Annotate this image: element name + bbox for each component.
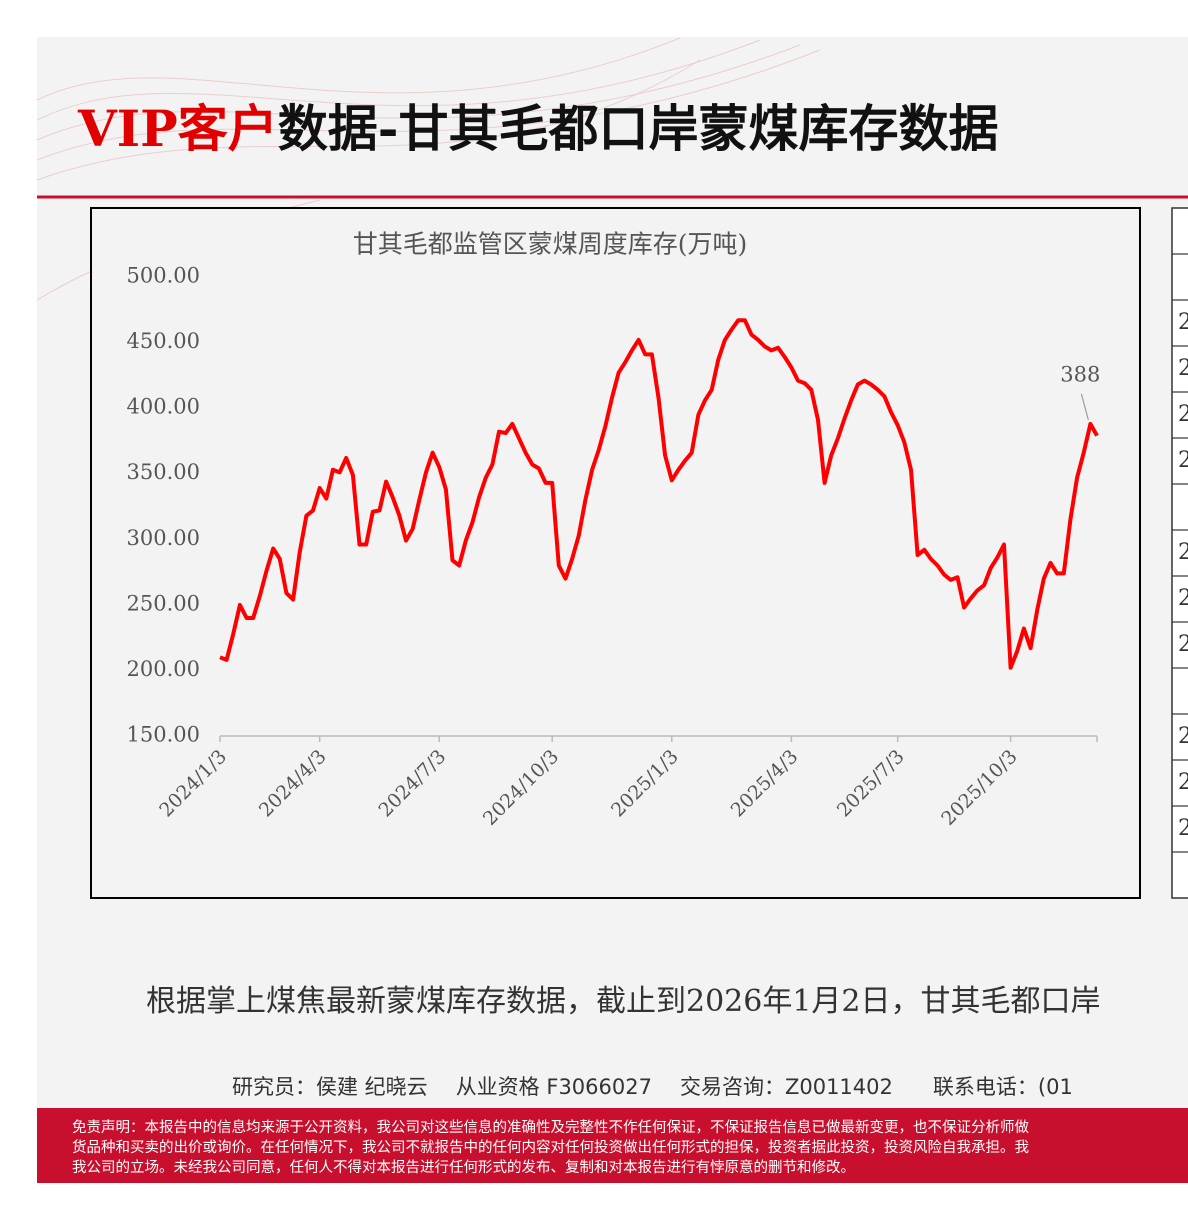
disclaimer-line: 免责声明：本报告中的信息均来源于公开资料，我公司对这些信息的准确性及完整性不作任… [72,1118,1029,1136]
side-table: 2 2 2 2 2 2 2 2 2 2 [1171,207,1188,899]
researcher: 研究员：侯建 纪晓云 [232,1075,428,1099]
table-cell: 2 [1178,770,1188,795]
y-tick-label: 150.00 [127,723,200,747]
table-cell: 2 [1178,816,1188,841]
data-label: 388 [1060,362,1100,386]
table-cell: 2 [1178,540,1188,565]
y-tick-label: 250.00 [127,591,200,615]
disclaimer-line: 我公司的立场。未经我公司同意，任何人不得对本报告进行任何形式的发布、复制和对本报… [72,1158,855,1176]
y-tick-label: 200.00 [127,657,200,681]
y-tick-label: 400.00 [127,395,200,419]
table-cell: 2 [1178,402,1188,427]
page-title: VIP客户数据-甘其毛都口岸蒙煤库存数据 [77,99,999,158]
chart-title: 甘其毛都监管区蒙煤周度库存(万吨) [353,230,748,259]
consult: 交易咨询：Z0011402 [680,1075,893,1099]
summary: 根据掌上煤焦最新蒙煤库存数据，截止到2026年1月2日，甘其毛都口岸 [146,984,1101,1019]
annotation-leader [1080,393,1089,421]
disclaimer-line: 货品种和买卖的出价或询价。在任何情况下，我公司不就报告中的任何内容对任何投资做出… [72,1139,1029,1156]
table-cell: 2 [1178,310,1188,335]
table-cell: 2 [1178,724,1188,749]
table-cell: 2 [1178,448,1188,473]
y-tick-label: 450.00 [127,329,200,353]
title-main: 数据-甘其毛都口岸蒙煤库存数据 [278,99,999,158]
line-series [219,318,1099,670]
chart-frame [90,207,1141,899]
y-tick-label: 300.00 [127,526,200,550]
footer: 研究员：侯建 纪晓云 从业资格 F3066027 交易咨询：Z0011402 联系电话… [232,1075,1073,1099]
disclaimer-band [37,1108,1188,1183]
y-tick-label: 350.00 [127,460,200,484]
disclaimer: 免责声明：本报告中的信息均来源于公开资料，我公司对这些信息的准确性及完整性不作任… [72,1118,1029,1176]
table-frame [1171,207,1188,899]
y-tick-label: 500.00 [127,264,200,288]
title-highlight: VIP客户 [77,99,278,158]
table-cell: 2 [1178,632,1188,657]
phone: 联系电话：(01 [933,1075,1073,1099]
table-cell: 2 [1178,586,1188,611]
table-cell: 2 [1178,356,1188,381]
qualification: 从业资格 F3066027 [456,1075,652,1099]
